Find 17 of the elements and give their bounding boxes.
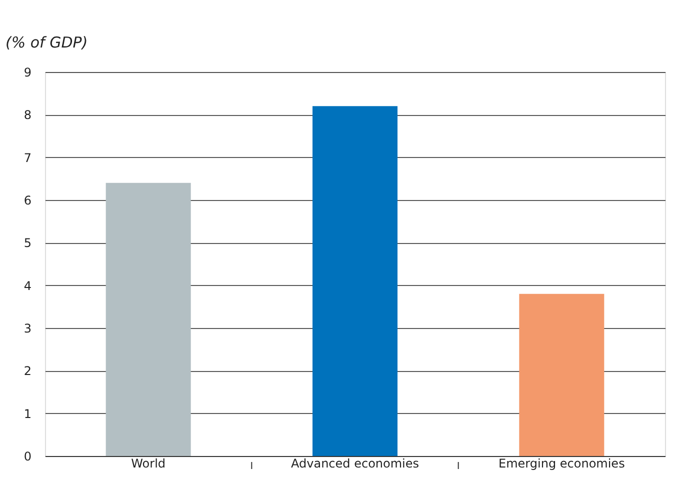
bar (519, 294, 604, 456)
x-tick-label: World (131, 456, 166, 470)
y-tick-label: 2 (24, 364, 32, 378)
bar (106, 182, 191, 456)
y-axis-title: (% of GDP) (6, 34, 88, 52)
y-tick-label: 4 (24, 278, 32, 293)
y-tick-label: 8 (24, 108, 32, 122)
y-tick-label: 5 (24, 236, 32, 250)
y-tick-label: 3 (24, 322, 32, 336)
y-tick-label: 6 (24, 194, 32, 208)
y-tick-label: 0 (24, 450, 32, 464)
x-tick-label: Advanced economies (290, 456, 420, 470)
y-tick-label: 9 (24, 66, 32, 80)
y-tick-label: 1 (24, 406, 32, 421)
x-tick-label: Emerging economies (498, 456, 625, 470)
bar (312, 106, 398, 456)
y-tick-label: 7 (24, 150, 32, 165)
